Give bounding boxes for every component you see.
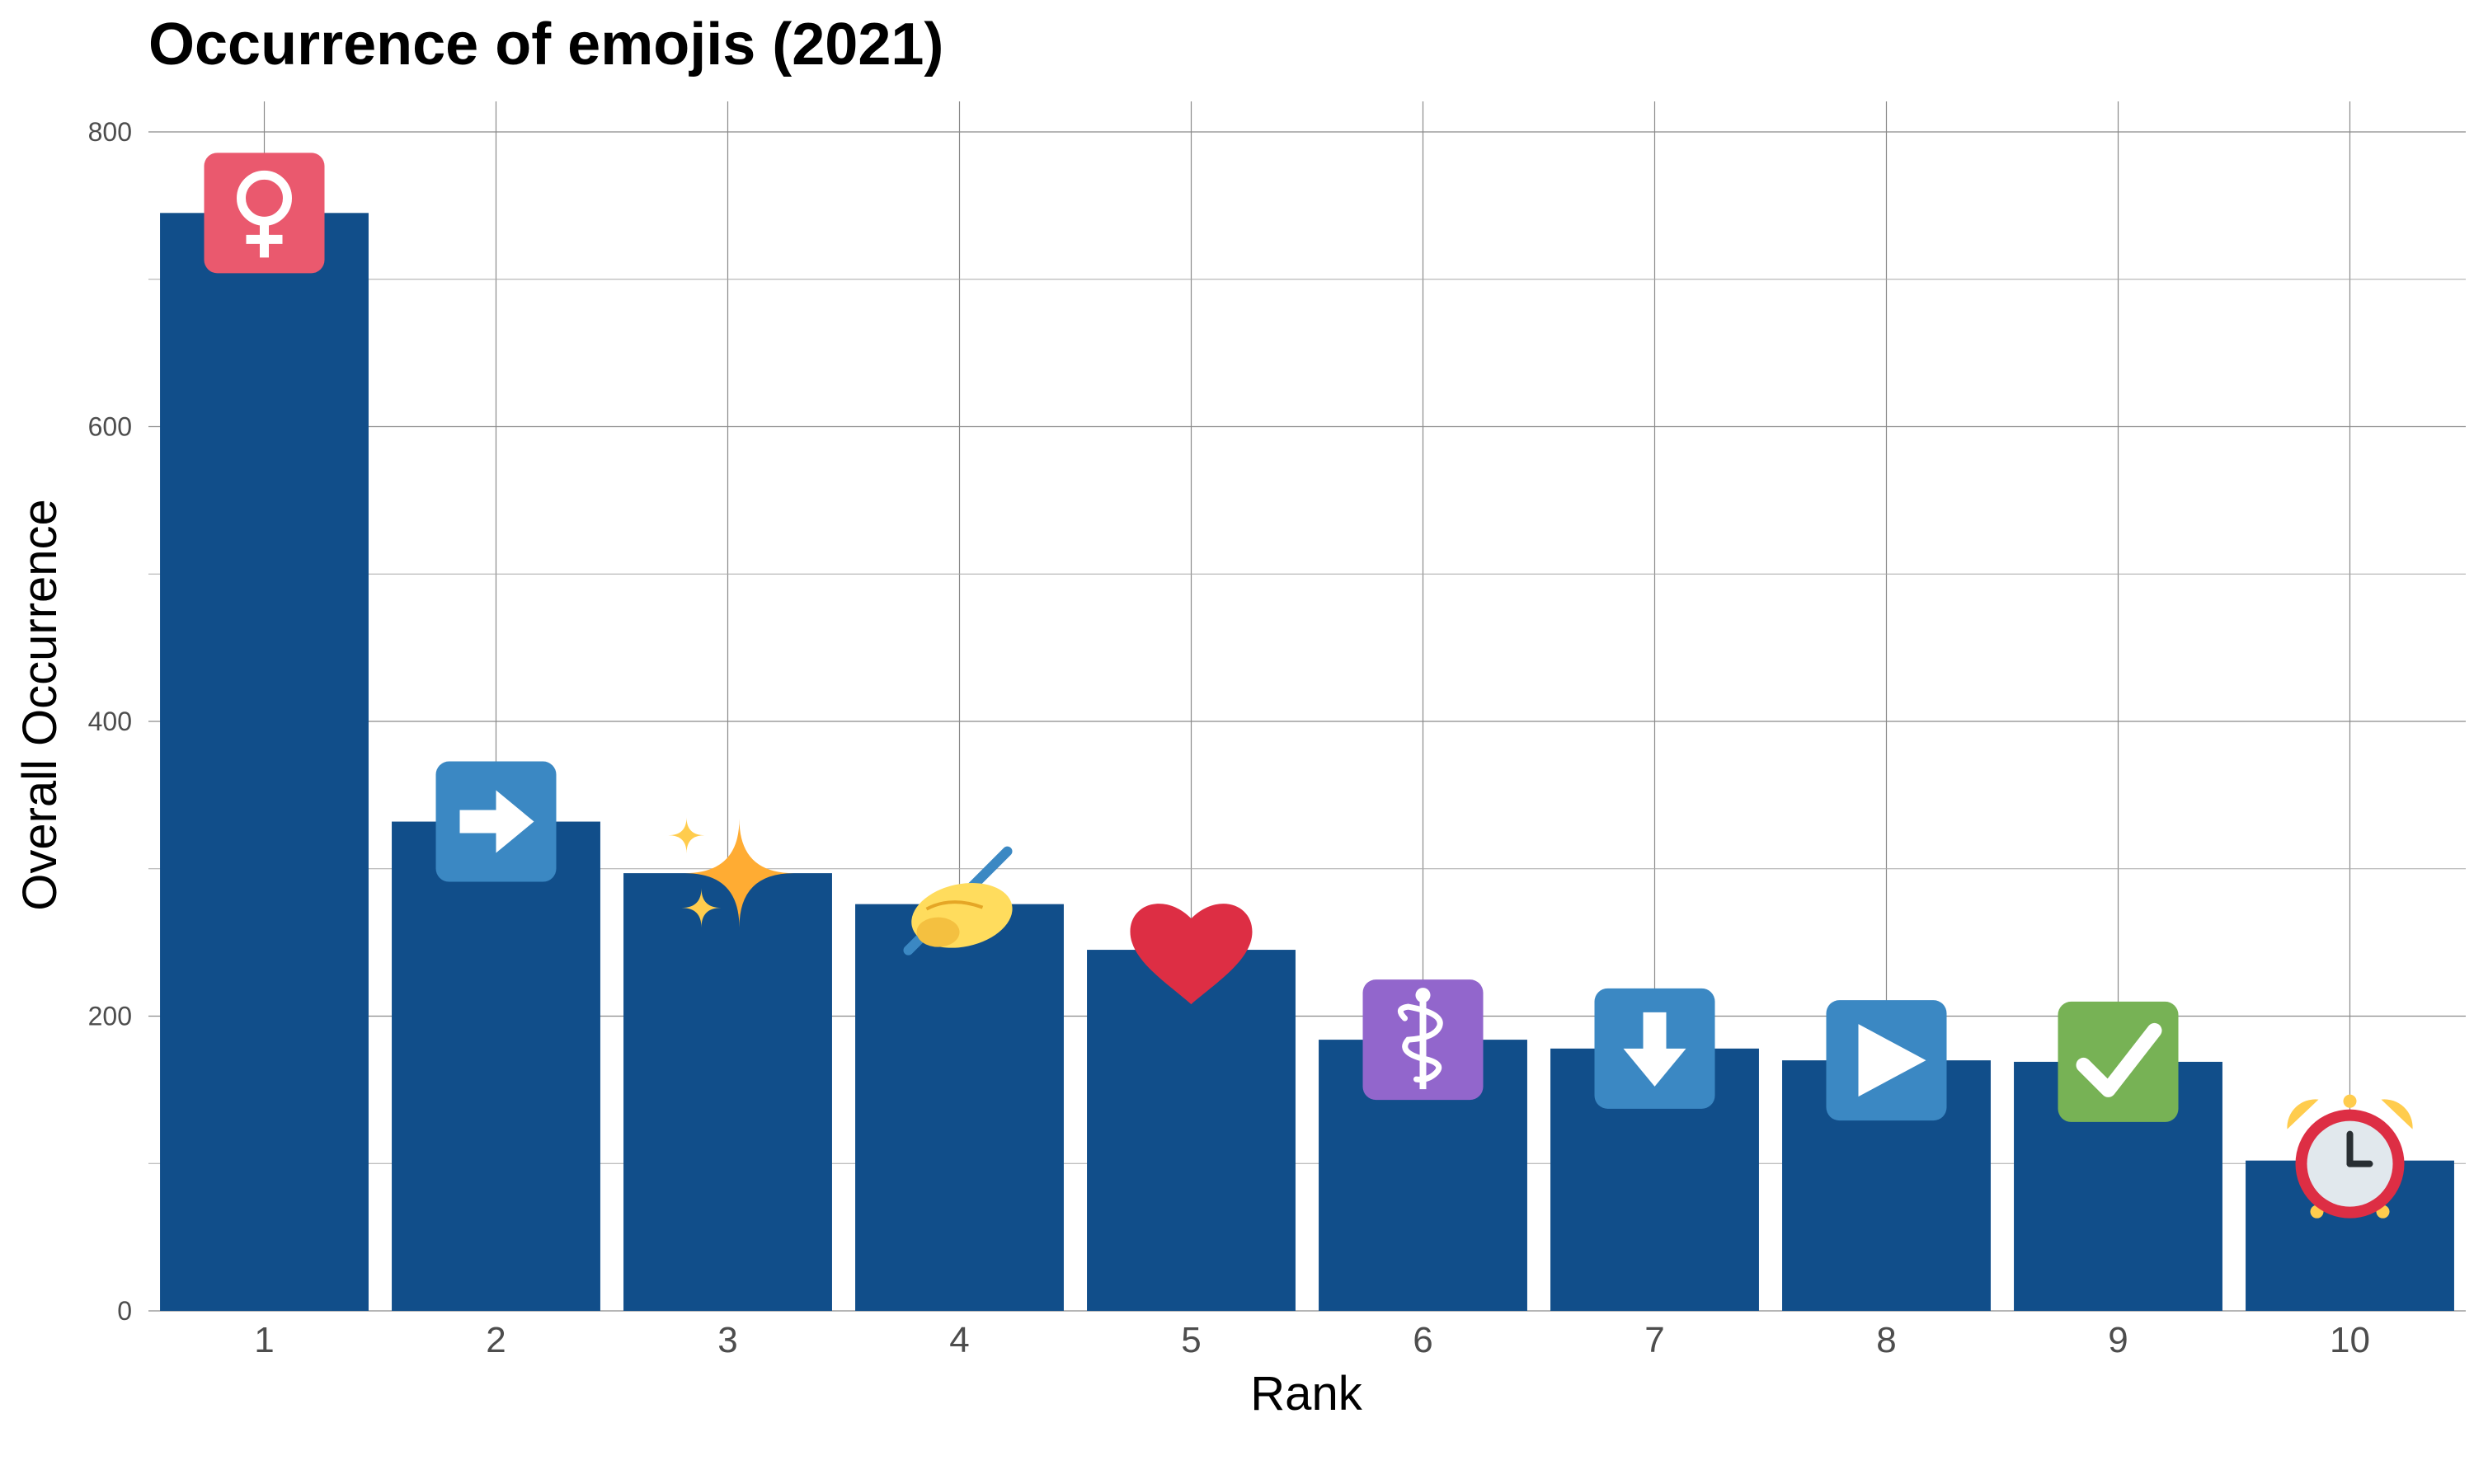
right-arrow-icon	[435, 761, 557, 882]
x-tick-label: 6	[1413, 1320, 1432, 1360]
bar-rank-4	[855, 904, 1064, 1311]
x-tick-label: 10	[2330, 1320, 2370, 1360]
female-sign-icon	[204, 153, 325, 274]
chart-title: Occurrence of emojis (2021)	[148, 12, 943, 77]
y-tick-label: 400	[88, 707, 132, 736]
alarm-clock-icon	[2287, 1094, 2413, 1219]
medical-symbol-icon	[1362, 979, 1484, 1101]
bar-rank-3	[623, 873, 832, 1311]
writing-hand-icon	[903, 846, 1013, 956]
y-tick-label: 0	[117, 1296, 132, 1326]
y-axis-ticks: 0 200 400 600 800	[88, 117, 132, 1326]
x-tick-label: 4	[949, 1320, 969, 1360]
y-tick-label: 800	[88, 117, 132, 147]
x-tick-label: 7	[1644, 1320, 1664, 1360]
emoji-icons	[204, 153, 2413, 1219]
x-tick-label: 3	[717, 1320, 737, 1360]
x-tick-label: 9	[2108, 1320, 2128, 1360]
x-tick-label: 5	[1181, 1320, 1201, 1360]
red-heart-icon	[1130, 904, 1253, 1005]
bar-rank-1	[160, 213, 369, 1311]
x-axis-ticks: 1 2 3 4 5 6 7 8 9 10	[254, 1320, 2370, 1360]
sparkles-icon	[668, 817, 794, 928]
bars	[160, 213, 2454, 1311]
x-tick-label: 8	[1876, 1320, 1896, 1360]
x-tick-label: 2	[486, 1320, 506, 1360]
y-tick-label: 600	[88, 412, 132, 442]
down-arrow-icon	[1594, 988, 1715, 1109]
bar-rank-5	[1087, 950, 1296, 1311]
check-mark-button-icon	[2058, 1001, 2179, 1122]
x-tick-label: 1	[254, 1320, 274, 1360]
play-button-icon	[1826, 1000, 1947, 1121]
y-axis-label: Overall Occurrence	[13, 499, 67, 911]
x-axis-label: Rank	[1250, 1367, 1362, 1421]
bar-rank-2	[392, 821, 600, 1311]
y-tick-label: 200	[88, 1002, 132, 1031]
